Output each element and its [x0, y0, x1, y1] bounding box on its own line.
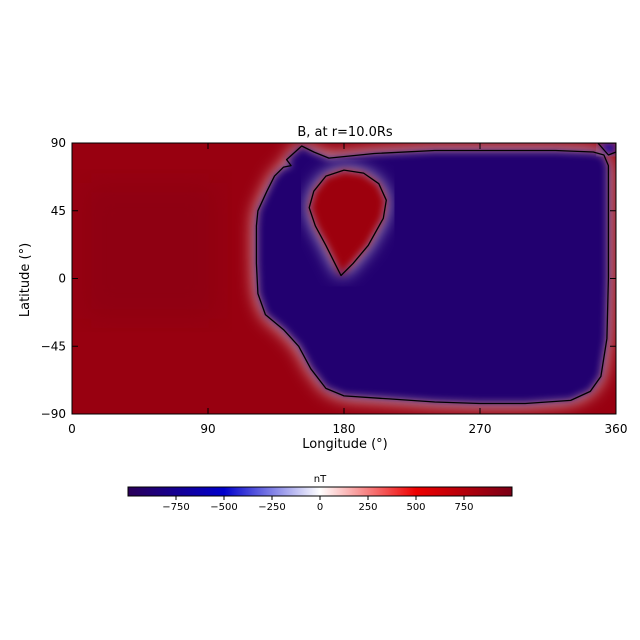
y-tick-label: 0 [58, 272, 66, 286]
colorbar-tick-label: −250 [258, 502, 285, 513]
heatmap-plot-area [72, 143, 616, 414]
y-tick-label: −45 [41, 339, 66, 353]
y-tick-label: −90 [41, 407, 66, 421]
chart-title: B, at r=10.0Rs [297, 125, 393, 140]
x-tick-label: 270 [469, 422, 492, 436]
x-axis-label: Longitude (°) [302, 437, 387, 452]
heatmap-region-layer [82, 143, 616, 404]
x-axis-ticks: 0 90 180 270 360 [68, 143, 627, 436]
colorbar-ticks: −750 −500 −250 0 250 500 750 [162, 496, 474, 513]
x-tick-label: 90 [200, 422, 215, 436]
positive-field-wash [82, 183, 218, 319]
contour-corner [597, 143, 616, 156]
colorbar-tick-label: 500 [406, 502, 425, 513]
colorbar-tick-label: 250 [358, 502, 377, 513]
y-tick-label: 90 [51, 136, 66, 150]
y-axis-ticks: −90 −45 0 45 90 [41, 136, 616, 421]
colorbar-tick-label: 750 [454, 502, 473, 513]
contour-island [308, 169, 387, 277]
colorbar-tick-label: −500 [210, 502, 237, 513]
colorbar-label: nT [314, 474, 327, 485]
contour-main [255, 145, 610, 405]
y-tick-label: 45 [51, 204, 66, 218]
negative-field-corner [597, 143, 616, 155]
x-tick-label: 180 [333, 422, 356, 436]
zero-contour-layer [255, 143, 616, 405]
colorbar-tick-label: −750 [162, 502, 189, 513]
colorbar [127, 486, 513, 497]
y-axis-label: Latitude (°) [18, 243, 33, 317]
x-tick-label: 0 [68, 422, 76, 436]
colorbar-tick-label: 0 [317, 502, 323, 513]
x-tick-label: 360 [605, 422, 628, 436]
